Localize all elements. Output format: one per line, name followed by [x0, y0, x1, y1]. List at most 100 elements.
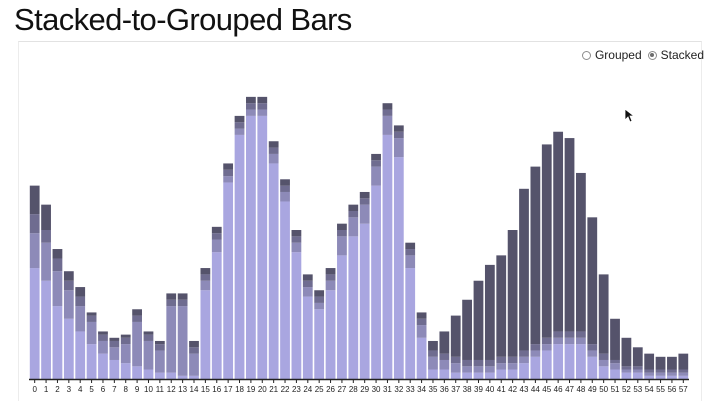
bar-47-series-1	[564, 337, 575, 345]
bar-30-series-0	[371, 185, 381, 379]
bar-48-series-2	[576, 331, 586, 338]
bar-41-series-3	[496, 255, 507, 357]
grouped-option[interactable]: Grouped	[581, 48, 642, 62]
bar-31-series-3	[382, 103, 393, 110]
bar-14-series-1	[189, 353, 199, 376]
bar-56-series-1	[667, 372, 677, 376]
bar-53-series-3	[632, 347, 643, 367]
bar-16-series-3	[211, 226, 222, 234]
x-tick-label: 12	[167, 385, 176, 394]
bar-11-series-1	[154, 350, 165, 373]
bar-37-series-3	[450, 315, 461, 357]
x-axis: 0 1 2 3 4 5 6 7 8 9 10 11 12 13 14 15 16 17 18 19 20 21 22 23 24…	[29, 378, 689, 394]
bar-46-series-2	[553, 331, 564, 338]
bar-9-series-0	[132, 366, 142, 379]
bar-43-series-1	[519, 356, 529, 364]
bar-57-series-2	[678, 369, 689, 373]
bar-4-series-3	[75, 287, 86, 297]
bar-5-series-1	[86, 321, 97, 345]
bar-45-series-0	[541, 350, 552, 379]
bar-40-series-1	[484, 366, 495, 373]
bar-56-series-3	[667, 356, 677, 370]
bar-20-series-0	[257, 115, 268, 379]
bar-46-series-1	[553, 337, 564, 345]
bar-49-series-3	[587, 217, 598, 345]
bar-42-series-1	[507, 363, 518, 370]
bar-21-series-0	[268, 163, 279, 379]
bar-42-series-2	[507, 356, 518, 364]
x-tick-label: 54	[645, 385, 654, 394]
bar-47-series-3	[564, 138, 575, 332]
bar-2-series-3	[52, 249, 63, 259]
x-tick-label: 16	[212, 385, 221, 394]
x-tick-label: 22	[281, 385, 290, 394]
bar-3-series-0	[63, 318, 74, 379]
bar-10-series-2	[143, 334, 154, 341]
bar-35-series-0	[428, 369, 438, 379]
x-tick-label: 23	[292, 385, 301, 394]
bar-51-series-2	[610, 359, 620, 364]
bar-34-series-0	[416, 337, 427, 379]
bar-56-series-2	[667, 369, 677, 373]
bar-26-series-0	[325, 290, 336, 379]
bar-9-series-3	[132, 309, 142, 316]
bar-38-series-2	[462, 359, 472, 367]
bar-11-series-2	[154, 344, 165, 351]
bar-45-series-3	[541, 144, 552, 338]
bar-29-series-2	[359, 198, 370, 205]
bar-37-series-2	[450, 356, 461, 364]
bar-45-series-2	[541, 337, 552, 345]
mouse-pointer-icon	[624, 108, 636, 123]
bar-25-series-3	[314, 290, 325, 297]
bar-17-series-1	[223, 176, 234, 183]
bar-51-series-3	[610, 318, 620, 360]
bar-52-series-1	[621, 369, 632, 373]
bar-7-series-0	[109, 359, 120, 379]
x-tick-label: 6	[101, 385, 106, 394]
bar-12-series-0	[166, 372, 177, 379]
bar-0-series-3	[29, 185, 40, 215]
bar-12-series-2	[166, 299, 177, 307]
bar-37-series-1	[450, 363, 461, 373]
bar-5-series-0	[86, 344, 97, 379]
bar-13-series-0	[177, 375, 188, 379]
bar-22-series-3	[280, 179, 290, 186]
bar-33-series-0	[405, 268, 416, 379]
bar-0-series-0	[29, 268, 40, 379]
bar-36-series-2	[439, 353, 450, 360]
bar-14-series-3	[189, 340, 199, 348]
grouped-radio[interactable]	[581, 50, 591, 60]
bar-21-series-3	[268, 141, 279, 148]
x-tick-label: 18	[235, 385, 244, 394]
bar-57-series-0	[678, 375, 689, 379]
bar-13-series-3	[177, 293, 188, 300]
bar-47-series-0	[564, 344, 575, 379]
bar-1-series-3	[41, 204, 51, 231]
bar-32-series-1	[393, 138, 404, 158]
bar-54-series-3	[644, 353, 655, 370]
stacked-option[interactable]: Stacked	[647, 48, 704, 62]
bar-53-series-1	[632, 369, 643, 373]
bar-49-series-0	[587, 356, 598, 379]
bar-34-series-3	[416, 312, 427, 319]
x-tick-label: 5	[89, 385, 94, 394]
bar-53-series-2	[632, 366, 643, 370]
bar-6-series-2	[98, 334, 108, 341]
bar-3-series-2	[63, 280, 74, 291]
bar-18-series-0	[234, 134, 245, 379]
x-tick-label: 33	[406, 385, 415, 394]
bar-46-series-3	[553, 131, 564, 332]
x-tick-label: 55	[656, 385, 665, 394]
bar-20-series-2	[257, 103, 268, 110]
x-tick-label: 13	[178, 385, 187, 394]
x-tick-label: 48	[576, 385, 585, 394]
bar-29-series-3	[359, 191, 370, 199]
bar-20-series-3	[257, 96, 268, 104]
bar-2-series-0	[52, 306, 63, 379]
bar-34-series-1	[416, 325, 427, 338]
stacked-radio[interactable]	[647, 50, 657, 60]
bar-22-series-0	[280, 201, 290, 379]
x-tick-label: 39	[474, 385, 483, 394]
x-tick-label: 35	[429, 385, 438, 394]
bars-layer	[29, 96, 689, 379]
